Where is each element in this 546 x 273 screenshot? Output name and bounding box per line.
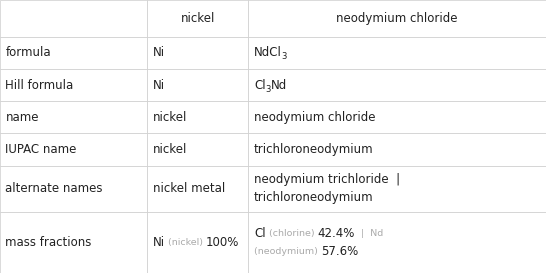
Text: mass fractions: mass fractions <box>5 236 92 249</box>
Bar <box>248 69 546 101</box>
Text: name: name <box>5 111 39 124</box>
Text: nickel: nickel <box>153 143 187 156</box>
Text: formula: formula <box>5 46 51 60</box>
Text: trichloroneodymium: trichloroneodymium <box>254 191 373 204</box>
Text: Nd: Nd <box>271 79 287 92</box>
Bar <box>147 212 248 273</box>
Text: trichloroneodymium: trichloroneodymium <box>254 143 373 156</box>
Text: Ni: Ni <box>153 236 165 249</box>
Text: 57.6%: 57.6% <box>321 245 358 257</box>
Text: nickel: nickel <box>181 12 215 25</box>
Bar <box>0 37 147 69</box>
Bar <box>0 133 147 166</box>
Text: IUPAC name: IUPAC name <box>5 143 77 156</box>
Text: alternate names: alternate names <box>5 182 103 195</box>
Bar <box>0 69 147 101</box>
Text: Ni: Ni <box>153 46 165 60</box>
Bar <box>147 133 248 166</box>
Bar <box>147 69 248 101</box>
Bar <box>147 166 248 212</box>
Text: Hill formula: Hill formula <box>5 79 74 92</box>
Text: nickel metal: nickel metal <box>153 182 225 195</box>
Bar <box>248 0 546 37</box>
Text: Cl: Cl <box>254 79 265 92</box>
Text: Ni: Ni <box>153 79 165 92</box>
Bar <box>0 0 147 37</box>
Text: neodymium chloride: neodymium chloride <box>336 12 458 25</box>
Text: 3: 3 <box>265 85 271 94</box>
Text: (neodymium): (neodymium) <box>254 247 321 256</box>
Bar <box>248 166 546 212</box>
Bar <box>248 101 546 133</box>
Text: neodymium trichloride  |: neodymium trichloride | <box>254 173 400 186</box>
Bar <box>147 101 248 133</box>
Text: 3: 3 <box>282 52 287 61</box>
Text: 100%: 100% <box>206 236 239 249</box>
Bar <box>0 212 147 273</box>
Bar <box>147 37 248 69</box>
Text: NdCl: NdCl <box>254 46 282 60</box>
Text: (nickel): (nickel) <box>165 238 206 247</box>
Bar <box>0 101 147 133</box>
Bar <box>0 166 147 212</box>
Text: (chlorine): (chlorine) <box>265 229 317 238</box>
Text: Cl: Cl <box>254 227 265 240</box>
Text: 42.4%: 42.4% <box>317 227 354 240</box>
Bar <box>248 37 546 69</box>
Text: neodymium chloride: neodymium chloride <box>254 111 376 124</box>
Bar <box>248 212 546 273</box>
Text: nickel: nickel <box>153 111 187 124</box>
Bar <box>248 133 546 166</box>
Text: |  Nd: | Nd <box>354 229 383 238</box>
Bar <box>147 0 248 37</box>
